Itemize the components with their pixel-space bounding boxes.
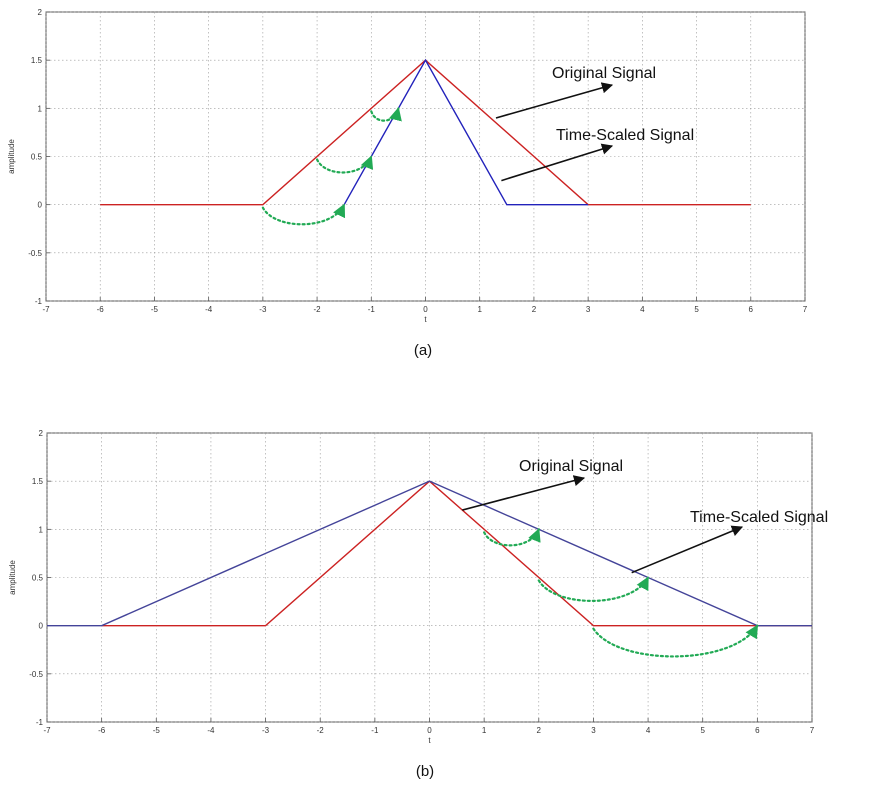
x-tick-label: -2 [314,305,322,314]
panel-a: -7 -6 -5 -4 -3 -2 -1 0 1 2 3 4 5 6 7 -1 -0.5 0 0.5 1 1.5 2 t am… [7,8,808,359]
x-tick-label: 2 [532,305,537,314]
annotation-arrow-2 [501,143,614,182]
annotation-label-1: Original Signal [519,458,623,475]
y-tick-label: 1 [38,104,43,113]
x-tick-label: -5 [153,726,161,735]
y-tick-label: 2 [39,429,44,438]
y-tick-label: -1 [36,718,44,727]
annotation-arrow-1 [462,475,586,511]
x-tick-label: 3 [586,305,591,314]
panel-caption: (b) [416,763,434,780]
x-tick-label: -5 [151,305,159,314]
y-axis-label: amplitude [8,560,17,595]
x-tick-label: 3 [591,726,596,735]
y-axis-label: amplitude [7,139,16,174]
y-tick-label: 1 [39,525,44,534]
panel-b: -7 -6 -5 -4 -3 -2 -1 0 1 2 3 4 5 6 7 -1 -0.5 0 0.5 1 1.5 2 t am… [8,429,828,780]
mapping-arc-3 [592,624,759,658]
annotation-arrow-1 [495,82,614,119]
y-tick-label: 1.5 [32,477,44,486]
y-tick-label: -1 [35,297,43,306]
x-tick-label: -3 [259,305,267,314]
mapping-arc-1 [261,203,346,226]
x-tick-label: 1 [477,305,482,314]
y-tick-label: 0.5 [32,574,44,583]
x-tick-label: 4 [646,726,651,735]
x-tick-label: -1 [371,726,379,735]
x-tick-label: -7 [43,726,51,735]
mapping-arc-3 [370,107,402,122]
y-tick-label: 0.5 [31,153,43,162]
mapping-arc-2 [315,155,374,174]
x-tick-label: 6 [755,726,760,735]
x-tick-label: -4 [205,305,213,314]
x-tick-label: -6 [97,305,105,314]
annotation-label-2: Time-Scaled Signal [690,509,828,526]
x-tick-label: 1 [482,726,487,735]
annotation-arrow-2 [631,525,744,574]
annotation-label-1: Original Signal [552,65,656,82]
y-tick-label: -0.5 [29,670,43,679]
x-tick-label: -3 [262,726,270,735]
mapping-arc-2 [537,576,650,602]
x-tick-label: 5 [700,726,705,735]
x-tick-label: 0 [423,305,428,314]
y-tick-label: 2 [38,8,43,17]
x-tick-label: 5 [694,305,699,314]
series-line-2 [343,58,589,206]
y-tick-label: 0 [39,622,44,631]
x-tick-label: 6 [749,305,754,314]
x-tick-label: -2 [317,726,325,735]
x-axis-label: t [428,736,431,745]
mapping-arc-1 [483,528,541,547]
x-tick-label: 4 [640,305,645,314]
panel-caption: (a) [414,342,432,359]
x-tick-label: 2 [537,726,542,735]
x-tick-label: -1 [368,305,376,314]
x-tick-label: -7 [42,305,50,314]
x-tick-label: 7 [803,305,808,314]
annotation-label-2: Time-Scaled Signal [556,127,694,144]
series-line-2 [47,480,812,627]
x-tick-label: 7 [810,726,815,735]
y-tick-label: 0 [38,201,43,210]
x-tick-label: -6 [98,726,106,735]
y-tick-label: 1.5 [31,56,43,65]
x-tick-label: 0 [427,726,432,735]
x-tick-label: -4 [207,726,215,735]
y-tick-label: -0.5 [28,249,42,258]
x-axis-label: t [424,315,427,324]
